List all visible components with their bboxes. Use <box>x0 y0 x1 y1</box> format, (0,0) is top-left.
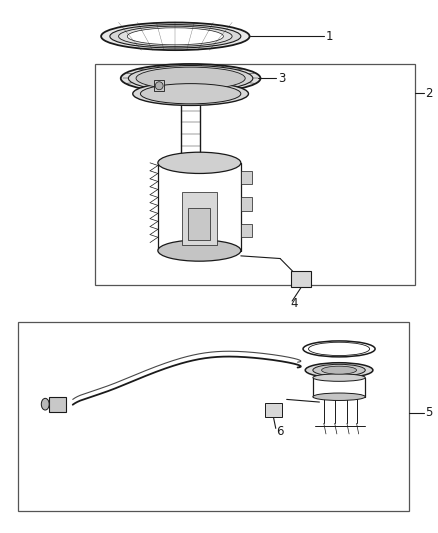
Text: 6: 6 <box>276 424 284 438</box>
Bar <box>49 397 66 411</box>
Bar <box>18 322 409 511</box>
Bar <box>241 224 252 237</box>
Ellipse shape <box>133 82 248 106</box>
Text: 3: 3 <box>278 72 285 85</box>
Ellipse shape <box>158 240 241 261</box>
Ellipse shape <box>313 393 365 400</box>
Bar <box>182 192 217 245</box>
Text: 4: 4 <box>290 297 297 310</box>
Ellipse shape <box>321 366 357 374</box>
Ellipse shape <box>41 398 49 410</box>
Ellipse shape <box>303 341 375 357</box>
Bar <box>291 271 311 287</box>
Bar <box>241 171 252 184</box>
Ellipse shape <box>128 66 253 91</box>
Ellipse shape <box>313 365 365 376</box>
Bar <box>153 80 164 91</box>
Bar <box>241 197 252 211</box>
Ellipse shape <box>141 84 241 104</box>
Ellipse shape <box>155 82 163 90</box>
Ellipse shape <box>101 22 250 50</box>
Text: 2: 2 <box>425 87 433 100</box>
Bar <box>188 208 210 240</box>
Text: 5: 5 <box>425 406 432 419</box>
Text: 1: 1 <box>326 30 333 43</box>
Bar <box>265 403 283 417</box>
Bar <box>95 64 416 285</box>
Ellipse shape <box>127 28 223 45</box>
Ellipse shape <box>136 67 245 90</box>
Ellipse shape <box>119 26 232 46</box>
Ellipse shape <box>308 342 370 356</box>
Ellipse shape <box>158 152 241 173</box>
Ellipse shape <box>110 25 241 48</box>
Ellipse shape <box>121 64 261 93</box>
Ellipse shape <box>313 374 365 381</box>
Ellipse shape <box>305 363 373 377</box>
